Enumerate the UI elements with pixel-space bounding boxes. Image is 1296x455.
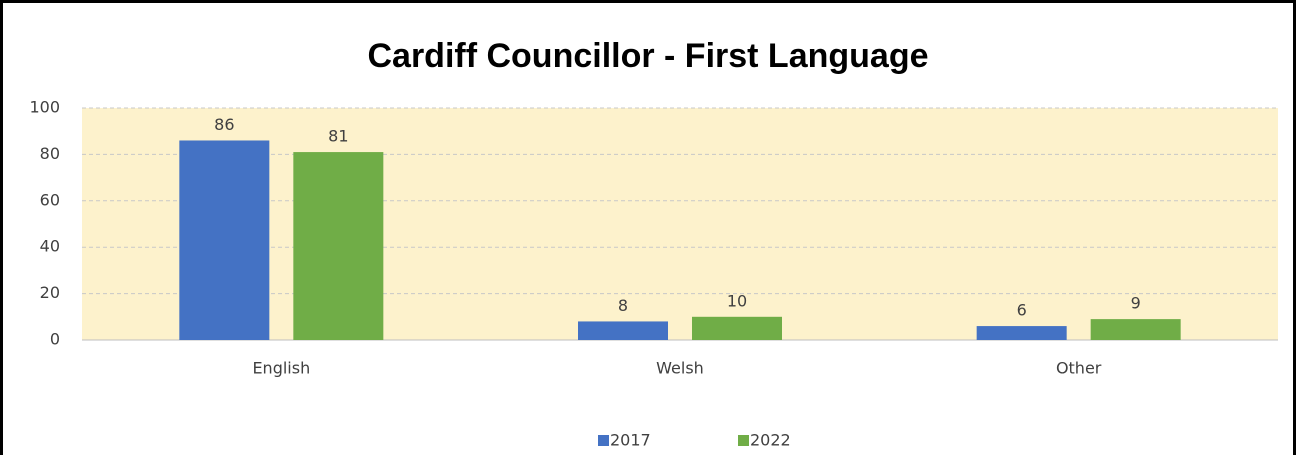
bar — [578, 321, 668, 340]
bar — [293, 152, 384, 340]
legend-label: 2017 — [610, 431, 651, 450]
y-tick-label: 20 — [40, 283, 60, 302]
plot-area — [82, 108, 1278, 340]
bar — [179, 140, 270, 340]
y-tick-label: 60 — [40, 190, 60, 209]
chart-title: Cardiff Councillor - First Language — [367, 37, 928, 75]
y-tick-label: 80 — [40, 144, 60, 163]
y-tick-label: 100 — [29, 98, 60, 117]
bar — [976, 326, 1067, 340]
x-tick-label: Welsh — [656, 359, 704, 378]
data-label: 81 — [328, 127, 348, 146]
y-tick-label: 0 — [50, 330, 60, 349]
data-label: 8 — [618, 296, 628, 315]
bar — [692, 316, 782, 340]
bar — [1090, 319, 1181, 340]
data-label: 9 — [1131, 294, 1141, 313]
y-tick-label: 40 — [40, 237, 60, 256]
legend-swatch — [738, 435, 749, 446]
x-tick-label: English — [252, 359, 310, 378]
legend-swatch — [598, 435, 609, 446]
x-tick-label: Other — [1056, 359, 1102, 378]
data-label: 86 — [214, 115, 234, 134]
legend-label: 2022 — [750, 431, 791, 450]
data-label: 10 — [727, 291, 747, 310]
data-label: 6 — [1017, 301, 1027, 320]
